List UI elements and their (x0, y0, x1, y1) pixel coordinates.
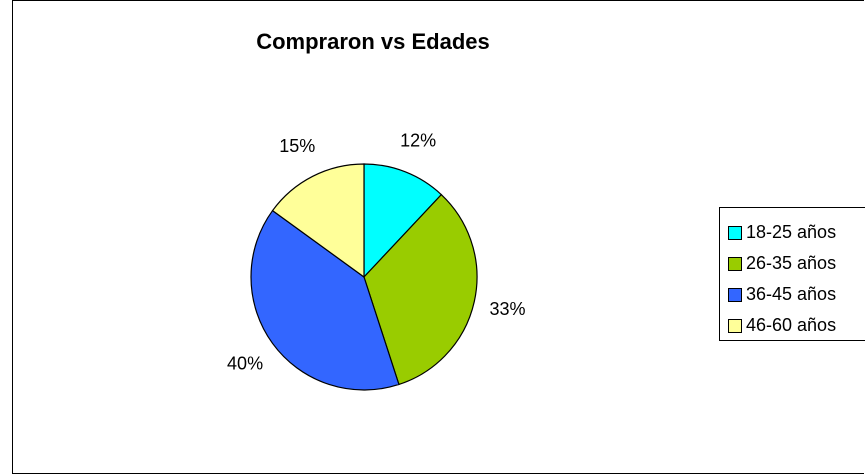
legend: 18-25 años 26-35 años 36-45 años 46-60 a… (719, 207, 865, 341)
legend-swatch (728, 318, 742, 333)
data-label: 12% (400, 130, 436, 150)
pie-chart: 12% 33% 40% 15% (227, 130, 525, 391)
legend-swatch (728, 225, 742, 240)
legend-item: 18-25 años (728, 217, 865, 248)
legend-swatch (728, 287, 742, 302)
legend-label: 18-25 años (746, 222, 837, 242)
data-label: 15% (279, 136, 315, 156)
chart-title: Compraron vs Edades (256, 29, 490, 54)
pie-slice (271, 163, 365, 279)
legend-label: 26-35 años (746, 253, 837, 273)
data-label: 40% (227, 353, 263, 373)
legend-label: 46-60 años (746, 315, 837, 335)
legend-item: 26-35 años (728, 248, 865, 279)
legend-swatch (728, 256, 742, 271)
legend-label: 36-45 años (746, 284, 837, 304)
data-label: 33% (489, 299, 525, 319)
pie-slice (363, 163, 443, 279)
legend-item: 46-60 años (728, 310, 865, 341)
pie-slice (363, 193, 478, 386)
legend-item: 36-45 años (728, 279, 865, 310)
chart-area: Compraron vs Edades 12% 33% 40% 15% 18-25 a… (12, 0, 865, 474)
pie-slice (250, 209, 400, 391)
